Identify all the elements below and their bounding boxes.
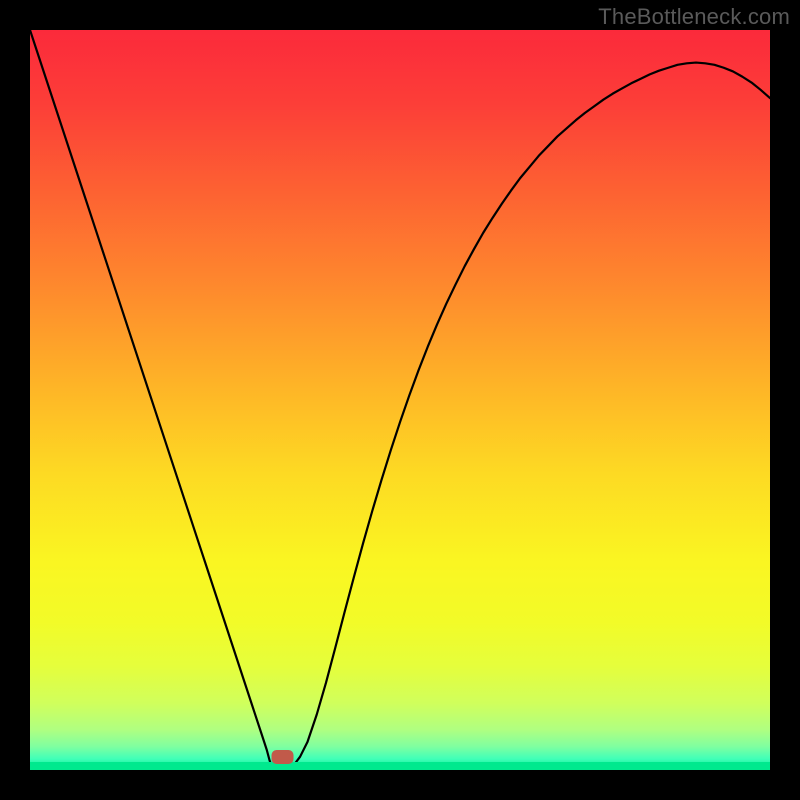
green-base-band [30,762,770,770]
plot-background-gradient [30,30,770,770]
watermark-text: TheBottleneck.com [598,4,790,30]
optimum-marker [272,750,294,764]
bottleneck-chart [0,0,800,800]
